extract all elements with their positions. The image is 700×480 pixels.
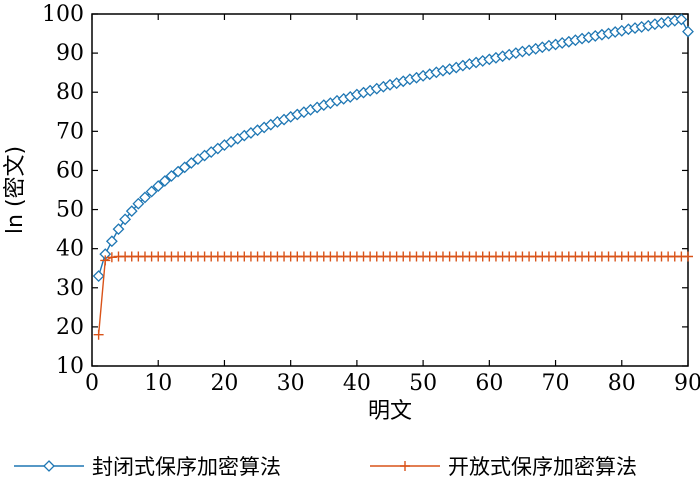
y-tick-label: 100 [42, 2, 84, 27]
plot-frame [91, 13, 689, 367]
series-0 [92, 13, 694, 282]
data-point [172, 165, 185, 178]
data-point [92, 270, 105, 282]
x-tick-label: 20 [210, 371, 238, 396]
data-point [125, 205, 138, 218]
series-layer [92, 13, 694, 340]
x-tick-label: 70 [542, 371, 570, 396]
data-point [152, 180, 165, 193]
series-line [97, 255, 688, 335]
y-tick-label: 40 [56, 237, 84, 262]
x-axis-label: 明文 [368, 399, 412, 424]
data-point [93, 329, 104, 340]
x-tick-label: 40 [343, 371, 371, 396]
y-tick-label: 60 [56, 158, 84, 183]
data-point [682, 25, 694, 38]
y-tick-label: 10 [56, 354, 84, 379]
y-tick-label: 80 [56, 80, 84, 105]
data-point [178, 161, 191, 174]
legend: 封闭式保序加密算法 开放式保序加密算法 [14, 455, 637, 479]
x-tick-label: 90 [674, 371, 700, 396]
data-point [106, 252, 117, 263]
x-tick-label: 10 [144, 371, 172, 396]
y-axis-label: ln (密文) [3, 146, 28, 234]
data-point [158, 175, 171, 187]
legend-marker-open-icon [400, 461, 410, 471]
data-point [165, 170, 178, 182]
data-point [105, 235, 118, 248]
y-tick-label: 30 [56, 276, 84, 301]
data-point [139, 191, 151, 204]
y-tick-label: 50 [56, 198, 84, 223]
x-tick-label: 50 [409, 371, 437, 396]
data-point [100, 255, 111, 266]
legend-label-closed: 封闭式保序加密算法 [92, 455, 281, 479]
data-point [675, 13, 688, 26]
data-point [112, 223, 125, 236]
x-tick-label: 80 [608, 371, 636, 396]
data-point [145, 185, 158, 198]
x-tick-label: 60 [475, 371, 503, 396]
x-tick-label: 30 [277, 371, 305, 396]
series-1 [93, 251, 693, 340]
data-point [119, 213, 132, 226]
series-line [97, 18, 689, 277]
data-point [132, 197, 145, 210]
y-tick-label: 70 [56, 119, 84, 144]
legend-label-open: 开放式保序加密算法 [448, 455, 637, 479]
y-tick-label: 20 [56, 315, 84, 340]
data-point [683, 251, 693, 262]
legend-marker-closed-icon [43, 460, 55, 472]
y-tick-label: 90 [56, 41, 84, 66]
x-tick-label: 0 [85, 371, 99, 396]
